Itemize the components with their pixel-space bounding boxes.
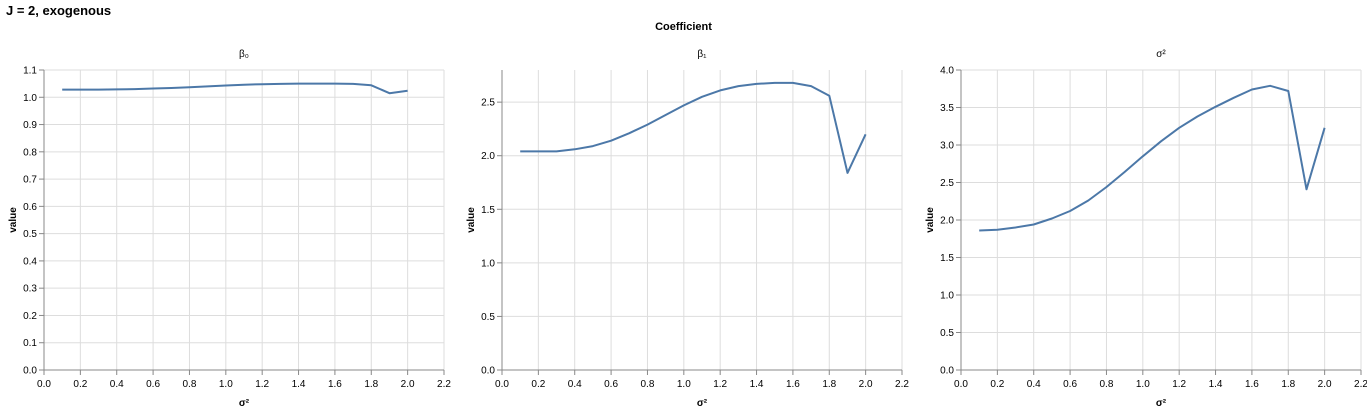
y-tick-label: 2.0 [940,216,954,227]
y-tick-label: 0.3 [23,284,37,295]
panel-1: 0.0 0.2 0.4 0.6 0.8 1.0 1.2 1.4 1.6 1.8 2.0 2.2 0.0 0… [8,49,451,409]
panel-title: β₀ [239,49,249,60]
x-tick-label: 0.6 [1063,379,1077,390]
x-tick-label: 1.6 [786,379,800,390]
y-tick-label: 0.0 [481,366,495,377]
y-tick-label: 2.5 [940,178,954,189]
x-axis-title: σ² [239,398,250,409]
series-line [979,84,1326,232]
y-tick-label: 0.8 [23,147,37,158]
y-tick-label: 0.5 [23,229,37,240]
x-tick-label: 1.8 [364,379,378,390]
series-line [520,81,867,174]
panel-3: 0.0 0.2 0.4 0.6 0.8 1.0 1.2 1.4 1.6 1.8 2.0 2.2 0.0 0… [925,49,1367,409]
y-tick-label: 0.4 [23,256,37,267]
y-tick-label: 0.0 [23,366,37,377]
y-axis-title: value [466,207,477,233]
x-tick-label: 2.0 [859,379,873,390]
y-tick-label: 0.5 [940,328,954,339]
panel-2: 0.0 0.2 0.4 0.6 0.8 1.0 1.2 1.4 1.6 1.8 2.0 2.2 0.0 0… [466,49,909,409]
facet-header: Coefficient [655,21,712,33]
x-tick-label: 0.4 [568,379,582,390]
y-tick-label: 1.0 [940,291,954,302]
x-tick-label: 1.2 [255,379,269,390]
x-tick-label: 0.8 [641,379,655,390]
x-tick-label: 0.4 [1027,379,1041,390]
x-tick-label: 0.8 [1100,379,1114,390]
x-tick-label: 1.4 [292,379,306,390]
y-tick-label: 2.5 [481,98,495,109]
x-tick-label: 1.0 [1136,379,1150,390]
y-tick-label: 0.7 [23,175,37,186]
x-tick-label: 1.8 [1281,379,1295,390]
x-tick-label: 1.6 [1245,379,1259,390]
series-line [62,82,408,95]
y-tick-label: 1.1 [23,66,37,77]
x-tick-label: 0.6 [146,379,160,390]
y-tick-label: 0.5 [481,312,495,323]
x-tick-label: 0.2 [990,379,1004,390]
y-tick-label: 3.5 [940,103,954,114]
y-axis-title: value [8,207,19,233]
x-tick-label: 0.0 [495,379,509,390]
x-tick-label: 1.0 [677,379,691,390]
y-tick-label: 3.0 [940,141,954,152]
y-tick-label: 1.5 [481,205,495,216]
x-tick-label: 0.6 [604,379,618,390]
y-tick-label: 0.2 [23,311,37,322]
x-tick-label: 0.0 [954,379,968,390]
x-tick-label: 1.4 [750,379,764,390]
x-tick-label: 2.2 [895,379,909,390]
x-tick-label: 0.2 [73,379,87,390]
y-tick-label: 0.9 [23,120,37,131]
x-axis-title: σ² [1156,398,1167,409]
x-tick-label: 0.8 [183,379,197,390]
chart-title: J = 2, exogenous [6,3,112,18]
y-tick-label: 1.5 [940,253,954,264]
x-tick-label: 2.2 [437,379,451,390]
y-tick-label: 4.0 [940,66,954,77]
y-tick-label: 1.0 [23,93,37,104]
panel-title: β₁ [697,49,707,60]
panel-title: σ² [1156,49,1166,60]
x-tick-label: 2.2 [1354,379,1367,390]
x-tick-label: 1.0 [219,379,233,390]
y-tick-label: 0.1 [23,338,37,349]
x-tick-label: 1.4 [1209,379,1223,390]
y-tick-label: 1.0 [481,258,495,269]
x-tick-label: 0.2 [531,379,545,390]
y-axis-title: value [925,207,936,233]
x-tick-label: 0.4 [110,379,124,390]
y-tick-label: 0.6 [23,202,37,213]
x-tick-label: 2.0 [401,379,415,390]
y-tick-label: 2.0 [481,151,495,162]
x-axis-title: σ² [697,398,708,409]
x-tick-label: 0.0 [37,379,51,390]
x-tick-label: 1.2 [1172,379,1186,390]
x-tick-label: 1.8 [822,379,836,390]
x-tick-label: 1.2 [713,379,727,390]
x-tick-label: 1.6 [328,379,342,390]
y-tick-label: 0.0 [940,366,954,377]
x-tick-label: 2.0 [1318,379,1332,390]
